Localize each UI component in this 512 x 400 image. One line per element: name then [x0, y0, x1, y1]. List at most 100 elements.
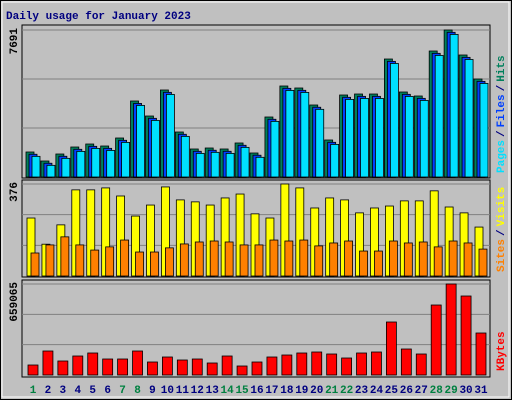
legend-entry: Pages	[496, 140, 508, 173]
bar	[389, 63, 399, 178]
bar	[121, 142, 130, 178]
bar	[46, 164, 56, 178]
bar	[419, 100, 429, 178]
bar	[132, 350, 143, 376]
x-tick-label: 3	[60, 385, 67, 397]
bar	[300, 92, 310, 178]
bar	[210, 151, 220, 178]
legend-entry: Sites	[496, 239, 508, 272]
bar	[388, 240, 398, 277]
bar	[418, 241, 428, 277]
bar	[105, 246, 115, 277]
bar	[479, 83, 489, 178]
legend-entry: Hits	[496, 55, 508, 81]
bar	[433, 246, 443, 277]
bar	[415, 353, 427, 376]
bar	[221, 355, 233, 376]
bar	[194, 241, 204, 277]
bar	[341, 357, 353, 376]
x-tick-label: 13	[206, 385, 220, 397]
x-tick-label: 17	[265, 385, 278, 397]
bar	[209, 240, 219, 277]
bar	[120, 239, 129, 277]
bar	[102, 358, 114, 376]
bar	[285, 90, 295, 178]
legend-separator: /	[496, 229, 508, 236]
x-tick-label: 22	[340, 385, 353, 397]
x-tick-label: 12	[191, 385, 204, 397]
legend-entry: KBytes	[496, 331, 508, 371]
bar	[403, 242, 413, 277]
bar	[136, 105, 145, 178]
x-tick-label: 1	[30, 385, 37, 397]
x-tick-label: 20	[310, 385, 323, 397]
bar	[239, 244, 249, 277]
x-tick-label: 9	[149, 385, 156, 397]
x-tick-label: 31	[474, 385, 488, 397]
x-tick-label: 4	[74, 385, 81, 397]
bar	[42, 350, 54, 376]
bar	[460, 295, 472, 376]
bar	[299, 239, 309, 277]
bar	[117, 358, 128, 376]
x-tick-label: 30	[459, 385, 472, 397]
panel	[21, 279, 491, 378]
y-tick-label: 7691	[9, 28, 21, 55]
bar	[251, 361, 263, 376]
bar	[61, 157, 71, 178]
x-tick-label: 28	[430, 385, 444, 397]
bar	[72, 355, 84, 376]
bar	[27, 364, 39, 376]
bar	[430, 304, 442, 376]
bar	[359, 250, 368, 277]
x-tick-label: 26	[400, 385, 413, 397]
legend: Sites / Visits	[496, 187, 508, 272]
bar	[147, 361, 158, 376]
bar	[360, 98, 369, 178]
bar	[179, 243, 189, 277]
bar	[76, 150, 86, 178]
bar	[57, 360, 69, 376]
bar	[315, 108, 325, 178]
bar	[356, 352, 367, 376]
bar	[266, 356, 278, 376]
legend-entry: Visits	[496, 187, 508, 227]
bar	[281, 354, 293, 376]
x-tick-label: 24	[370, 385, 384, 397]
bar	[224, 241, 234, 277]
bar	[464, 59, 474, 178]
bar	[151, 120, 160, 178]
bar	[478, 248, 488, 277]
bar	[30, 252, 40, 277]
bar	[296, 352, 308, 376]
bar	[445, 283, 457, 376]
x-tick-label: 6	[104, 385, 111, 397]
y-tick-label: 376	[9, 182, 21, 202]
x-tick-label: 23	[355, 385, 369, 397]
legend: Pages / Files / Hits	[496, 55, 508, 173]
bar	[164, 247, 174, 277]
bar	[330, 144, 340, 178]
legend-entry: Files	[496, 94, 508, 127]
x-tick-label: 7	[119, 385, 126, 397]
x-tick-label: 11	[176, 385, 190, 397]
bar	[106, 150, 116, 178]
bar	[255, 156, 265, 178]
bar	[400, 348, 412, 376]
bar	[434, 55, 444, 178]
bar	[90, 249, 100, 277]
bar	[60, 236, 70, 277]
bar	[180, 135, 190, 178]
y-tick-label: 659065	[9, 282, 21, 322]
bar	[463, 242, 473, 277]
bar	[448, 240, 458, 277]
bar	[375, 98, 384, 178]
legend: KBytes	[496, 331, 508, 371]
bar	[345, 99, 355, 178]
bar	[45, 244, 55, 277]
legend-separator: /	[496, 84, 508, 91]
legend-separator: /	[496, 130, 508, 137]
x-tick-label: 27	[415, 385, 428, 397]
bar	[31, 155, 41, 178]
